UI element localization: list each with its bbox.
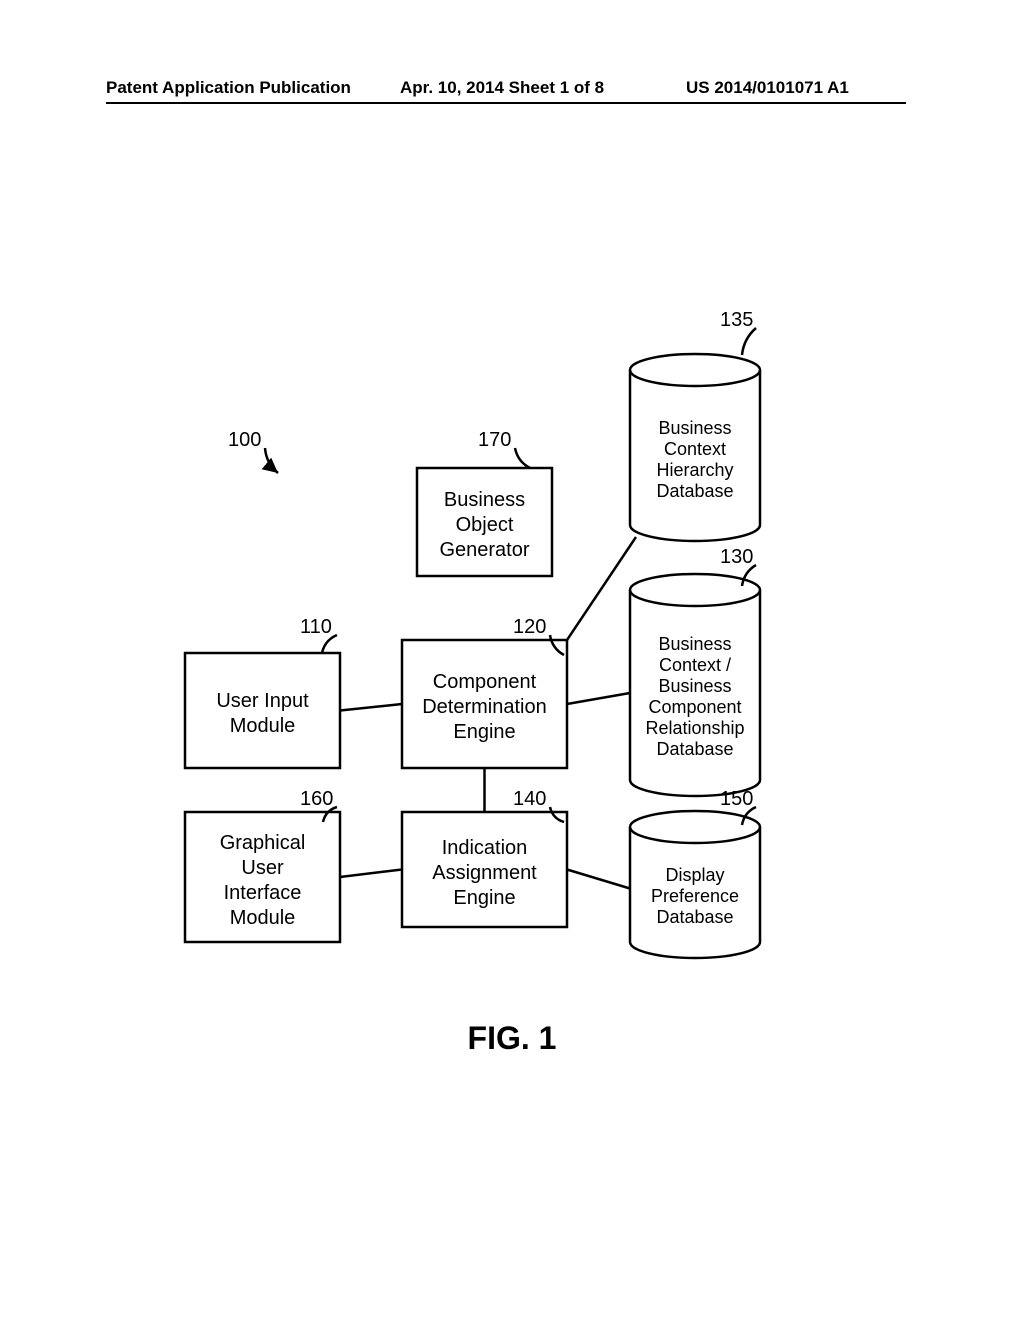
label-business-obj-gen: BusinessObjectGenerator: [417, 488, 552, 563]
label-indication-engine: IndicationAssignmentEngine: [402, 836, 567, 911]
ref-140: 140: [513, 787, 546, 812]
ref-120: 120: [513, 615, 546, 640]
ref-170: 170: [478, 428, 511, 453]
ref-130: 130: [720, 545, 753, 570]
label-component-det: ComponentDeterminationEngine: [402, 670, 567, 745]
patent-page: Patent Application Publication Apr. 10, …: [0, 0, 1024, 1320]
label-gui-module: GraphicalUserInterfaceModule: [185, 831, 340, 931]
ref-100: 100: [228, 428, 261, 453]
label-db150: DisplayPreferenceDatabase: [630, 865, 760, 928]
label-db135: BusinessContextHierarchyDatabase: [630, 418, 760, 502]
label-db130: BusinessContext /BusinessComponentRelati…: [630, 634, 760, 760]
ref-135: 135: [720, 308, 753, 333]
ref-110: 110: [300, 615, 332, 640]
figure-caption: FIG. 1: [0, 1020, 1024, 1057]
ref-150: 150: [720, 787, 753, 812]
label-user-input: User InputModule: [185, 689, 340, 739]
ref-160: 160: [300, 787, 333, 812]
diagram-svg: [0, 0, 1024, 1320]
